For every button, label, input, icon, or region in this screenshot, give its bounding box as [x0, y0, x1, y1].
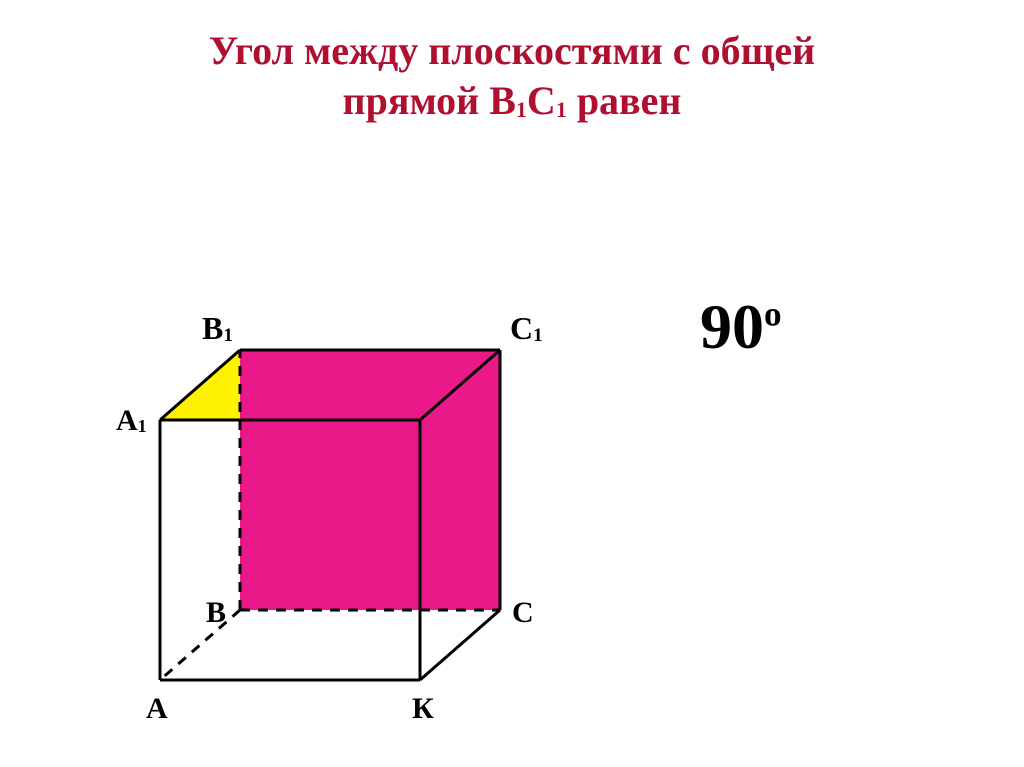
vertex-label-K: К [412, 692, 434, 726]
edge-K-C [420, 610, 500, 680]
vertex-label-A: А [146, 692, 168, 726]
vertex-label-C1: С1 [510, 310, 543, 347]
vertex-label-A1: А1 [116, 404, 147, 438]
front-face [240, 350, 500, 610]
vertex-label-B: В [206, 596, 226, 630]
title-line-1: Угол между плоскостями с общей [0, 26, 1024, 76]
vertex-label-C: С [512, 596, 534, 630]
cube-svg [120, 200, 560, 720]
cube-diagram: АКСВА1В1С1 [120, 200, 560, 720]
answer-text: 90о [700, 290, 782, 364]
edge-B-A [160, 610, 240, 680]
vertex-label-B1: В1 [202, 310, 233, 347]
title-line-2: прямой В1С1 равен [0, 76, 1024, 126]
page-title: Угол между плоскостями с общейпрямой В1С… [0, 0, 1024, 126]
